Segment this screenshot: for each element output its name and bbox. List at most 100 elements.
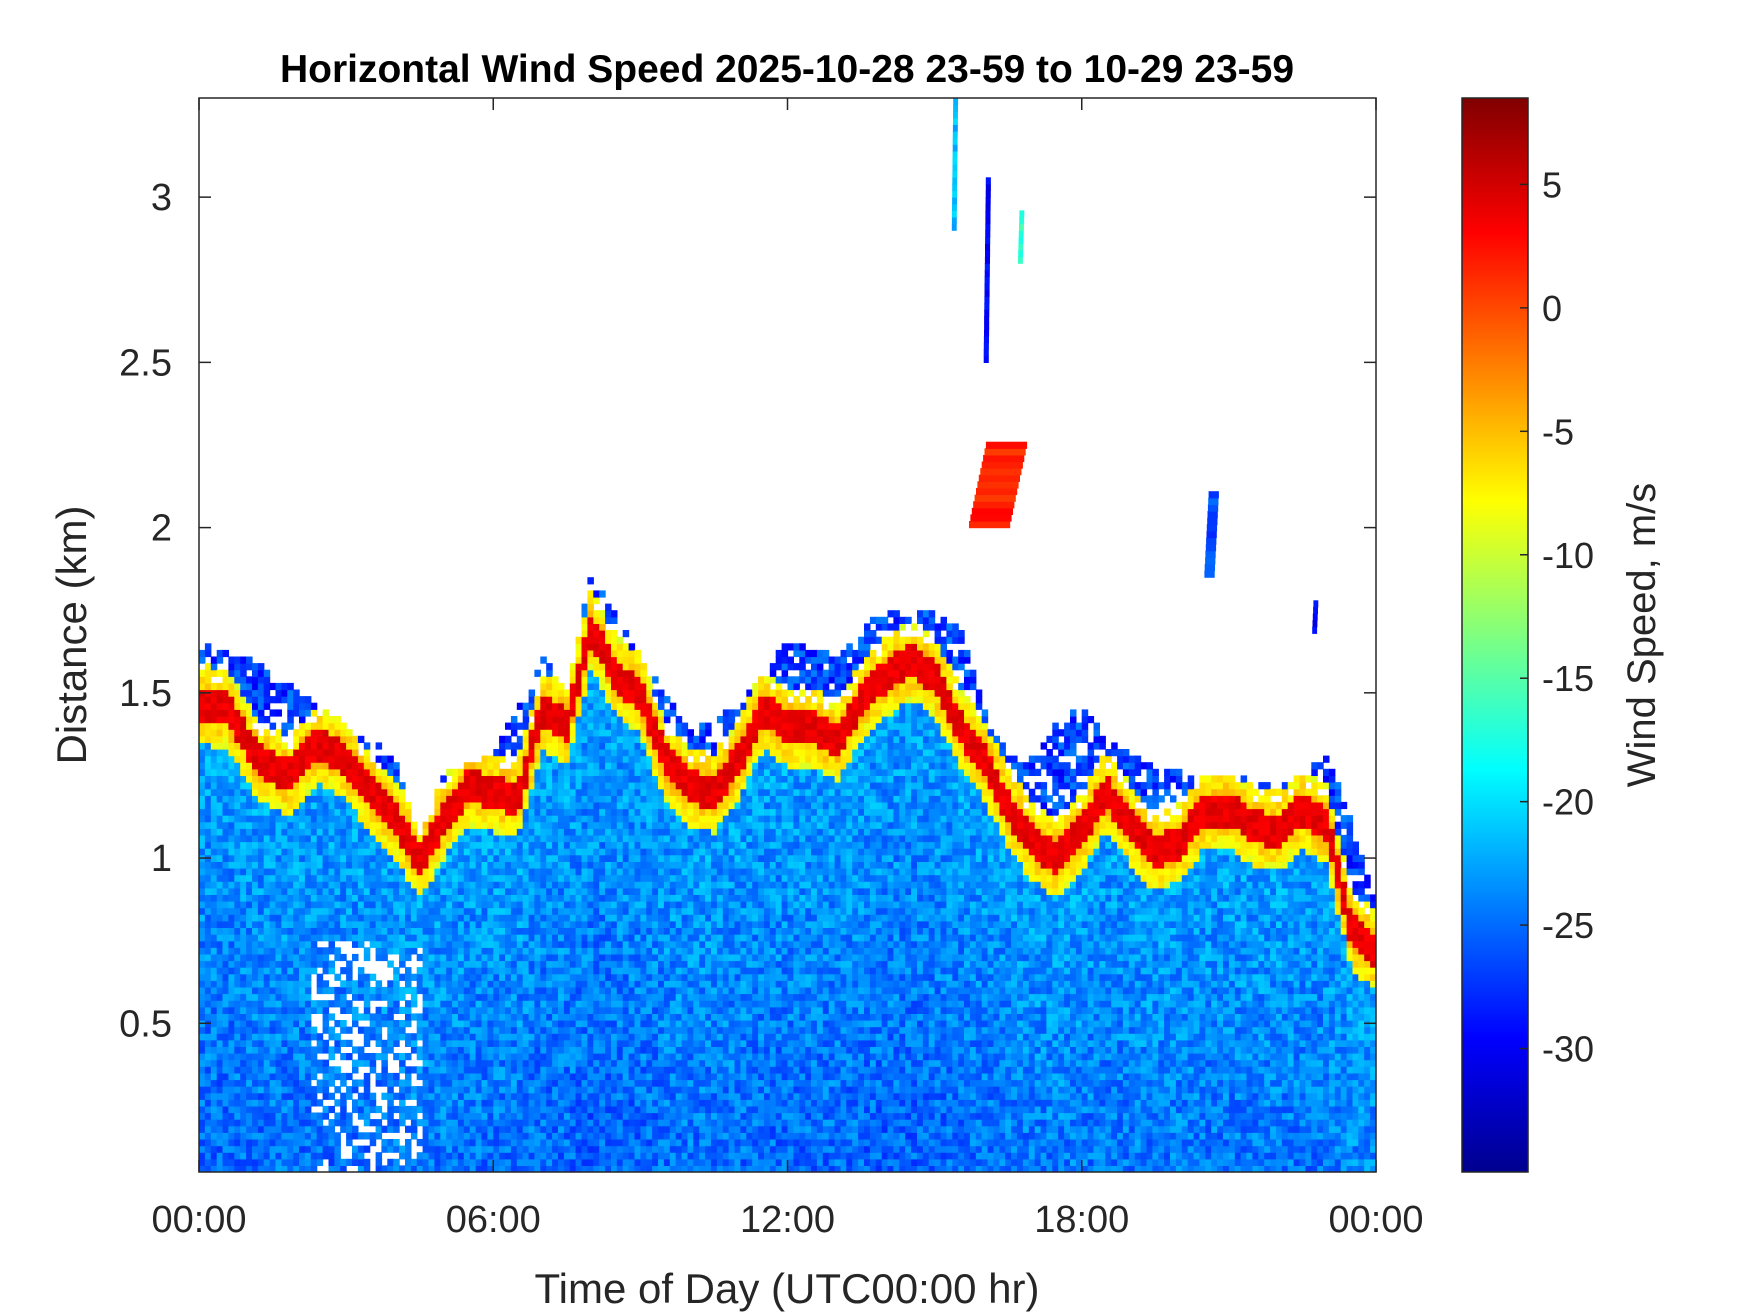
heatmap-cell bbox=[317, 1152, 324, 1159]
heatmap-cell bbox=[299, 1132, 306, 1139]
heatmap-cell bbox=[499, 1020, 506, 1027]
heatmap-cell bbox=[364, 901, 371, 908]
heatmap-cell bbox=[234, 696, 241, 703]
heatmap-cell bbox=[458, 1159, 465, 1166]
heatmap-cell bbox=[352, 1046, 359, 1053]
heatmap-cell bbox=[529, 888, 536, 895]
heatmap-cell bbox=[576, 967, 583, 974]
heatmap-cell bbox=[370, 901, 377, 908]
heatmap-cell bbox=[264, 1046, 271, 1053]
heatmap-cell bbox=[446, 1086, 453, 1093]
heatmap-cell bbox=[499, 1046, 506, 1053]
heatmap-cell bbox=[570, 835, 577, 842]
heatmap-cell bbox=[429, 1046, 436, 1053]
heatmap-cell bbox=[611, 888, 618, 895]
heatmap-cell bbox=[487, 1053, 494, 1060]
heatmap-cell bbox=[199, 795, 206, 802]
heatmap-cell bbox=[534, 716, 541, 723]
heatmap-cell bbox=[293, 908, 300, 915]
heatmap-cell bbox=[540, 742, 547, 749]
heatmap-cell bbox=[605, 782, 612, 789]
heatmap-cell bbox=[476, 769, 483, 776]
heatmap-cell bbox=[434, 961, 441, 968]
heatmap-cell bbox=[440, 1093, 447, 1100]
heatmap-cell bbox=[340, 875, 347, 882]
heatmap-cell bbox=[381, 815, 388, 822]
heatmap-cell bbox=[511, 1146, 518, 1153]
heatmap-cell bbox=[287, 1020, 294, 1027]
heatmap-cell bbox=[523, 1007, 530, 1014]
heatmap-cell bbox=[352, 908, 359, 915]
heatmap-cell bbox=[576, 637, 583, 644]
heatmap-cell bbox=[217, 1066, 224, 1073]
heatmap-cell bbox=[228, 709, 235, 716]
heatmap-cell bbox=[446, 769, 453, 776]
heatmap-cell bbox=[417, 875, 424, 882]
heatmap-cell bbox=[482, 842, 489, 849]
heatmap-cell bbox=[534, 795, 541, 802]
heatmap-cell bbox=[458, 1013, 465, 1020]
heatmap-cell bbox=[617, 637, 624, 644]
heatmap-cell bbox=[623, 1113, 630, 1120]
heatmap-cell bbox=[417, 954, 424, 961]
heatmap-cell bbox=[534, 775, 541, 782]
heatmap-cell bbox=[617, 670, 624, 677]
heatmap-cell bbox=[599, 762, 606, 769]
heatmap-cell bbox=[611, 1086, 618, 1093]
heatmap-cell bbox=[405, 1053, 412, 1060]
heatmap-cell bbox=[323, 828, 330, 835]
heatmap-cell bbox=[299, 901, 306, 908]
heatmap-cell bbox=[434, 974, 441, 981]
heatmap-cell bbox=[323, 1013, 330, 1020]
heatmap-cell bbox=[576, 934, 583, 941]
heatmap-cell bbox=[505, 1066, 512, 1073]
heatmap-cell bbox=[370, 789, 377, 796]
heatmap-cell bbox=[440, 1126, 447, 1133]
heatmap-cell bbox=[311, 782, 318, 789]
heatmap-cell bbox=[476, 961, 483, 968]
heatmap-cell bbox=[305, 1007, 312, 1014]
heatmap-cell bbox=[517, 928, 524, 935]
heatmap-cell bbox=[564, 1027, 571, 1034]
heatmap-cell bbox=[340, 828, 347, 835]
heatmap-cell bbox=[582, 1060, 589, 1067]
heatmap-cell bbox=[534, 994, 541, 1001]
heatmap-cell bbox=[252, 848, 259, 855]
heatmap-cell bbox=[287, 967, 294, 974]
heatmap-cell bbox=[540, 775, 547, 782]
heatmap-cell bbox=[252, 1139, 259, 1146]
heatmap-cell bbox=[311, 1132, 318, 1139]
heatmap-cell bbox=[499, 980, 506, 987]
heatmap-cell bbox=[599, 1060, 606, 1067]
heatmap-cell bbox=[411, 868, 418, 875]
heatmap-cell bbox=[523, 1099, 530, 1106]
heatmap-cell bbox=[540, 690, 547, 697]
heatmap-cell bbox=[599, 1033, 606, 1040]
heatmap-cell bbox=[599, 947, 606, 954]
heatmap-cell bbox=[587, 1106, 594, 1113]
heatmap-cell bbox=[258, 775, 265, 782]
heatmap-cell bbox=[499, 861, 506, 868]
heatmap-cell bbox=[476, 861, 483, 868]
heatmap-cell bbox=[558, 848, 565, 855]
heatmap-cell bbox=[299, 762, 306, 769]
heatmap-cell bbox=[493, 848, 500, 855]
heatmap-cell bbox=[464, 789, 471, 796]
heatmap-cell bbox=[323, 1126, 330, 1133]
heatmap-cell bbox=[552, 822, 559, 829]
heatmap-cell bbox=[493, 908, 500, 915]
heatmap-cell bbox=[476, 1000, 483, 1007]
heatmap-cell bbox=[252, 742, 259, 749]
heatmap-cell bbox=[228, 881, 235, 888]
heatmap-cell bbox=[234, 1000, 241, 1007]
heatmap-cell bbox=[482, 789, 489, 796]
heatmap-cell bbox=[611, 921, 618, 928]
heatmap-cell bbox=[293, 1053, 300, 1060]
heatmap-cell bbox=[399, 789, 406, 796]
heatmap-cell bbox=[317, 716, 324, 723]
heatmap-cell bbox=[252, 954, 259, 961]
heatmap-cell bbox=[358, 1146, 365, 1153]
heatmap-cell bbox=[505, 861, 512, 868]
heatmap-cell bbox=[482, 822, 489, 829]
heatmap-cell bbox=[523, 875, 530, 882]
